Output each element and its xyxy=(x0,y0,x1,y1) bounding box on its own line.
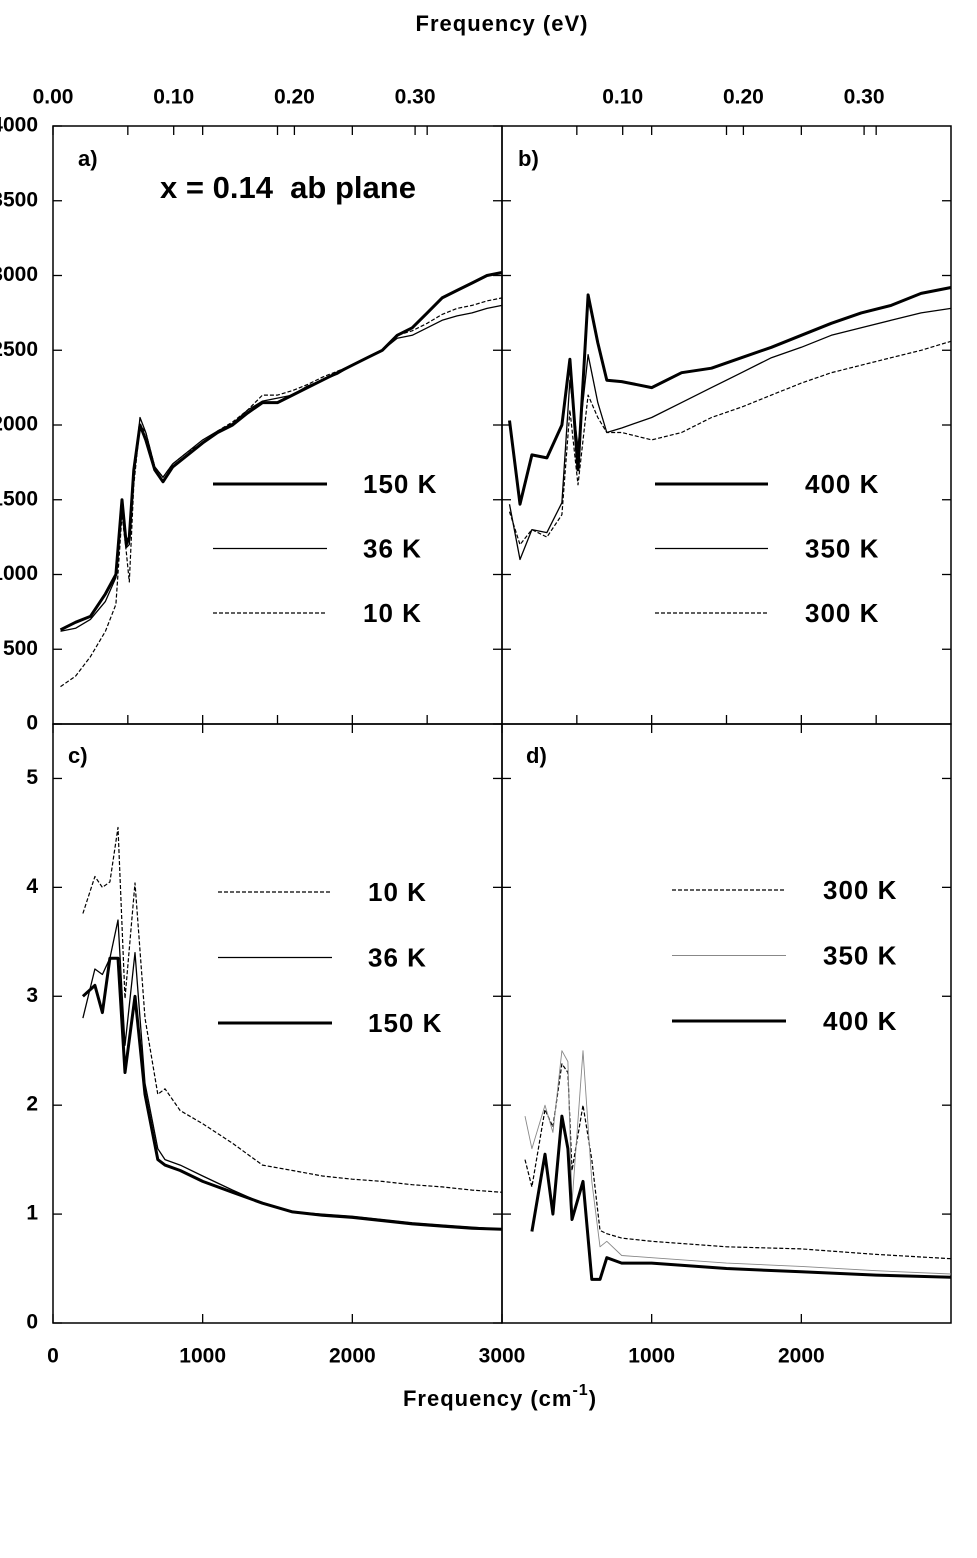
y-tick-label: 5 xyxy=(26,766,38,789)
y-tick-label: 1000 xyxy=(0,562,38,585)
panel-frame xyxy=(501,723,952,1324)
x-tick-label: 2000 xyxy=(778,1345,825,1368)
x2-tick-label: 0.20 xyxy=(723,86,764,109)
y-tick-label: 2000 xyxy=(0,413,38,436)
x-tick-label: 0 xyxy=(47,1345,59,1368)
y-tick-label: 4000 xyxy=(0,114,38,137)
y-tick-label: 4 xyxy=(26,875,38,898)
x-tick-label: 1000 xyxy=(179,1345,226,1368)
legend-label: 10 K xyxy=(368,877,427,907)
y-tick-label: 0 xyxy=(26,1311,38,1334)
legend-label: 300 K xyxy=(823,875,897,905)
data-line xyxy=(81,956,503,1231)
legend-label: 400 K xyxy=(823,1006,897,1036)
axis-title-sup: -1 xyxy=(572,1382,588,1399)
x-tick-label: 3000 xyxy=(479,1345,526,1368)
data-line xyxy=(82,919,503,1230)
y-tick-label: 3 xyxy=(26,984,38,1007)
legend-label: 400 K xyxy=(805,469,879,499)
data-line xyxy=(508,340,952,546)
data-line xyxy=(508,307,952,561)
y-tick-label: 3000 xyxy=(0,263,38,286)
legend-label: 36 K xyxy=(368,942,427,972)
x2-tick-label: 0.20 xyxy=(274,86,315,109)
legend-label: 300 K xyxy=(805,598,879,628)
axis-title-close: ) xyxy=(589,1386,597,1411)
y-tick-label: 2 xyxy=(26,1093,38,1116)
panel-label: a) xyxy=(78,146,98,171)
legend-label: 350 K xyxy=(823,940,897,970)
panel-label: c) xyxy=(68,743,88,768)
data-line xyxy=(530,1114,952,1281)
data-line xyxy=(59,271,503,632)
top-axis-title: Frequency (eV) xyxy=(416,11,589,36)
x2-tick-label: 0.30 xyxy=(844,86,885,109)
y-tick-label: 2500 xyxy=(0,338,38,361)
legend-label: 36 K xyxy=(363,533,422,563)
data-line xyxy=(60,297,503,688)
panel-label: b) xyxy=(518,146,539,171)
legend-label: 10 K xyxy=(363,598,422,628)
bottom-axis-title: Frequency (cm-1) xyxy=(403,1382,597,1411)
annotation: x = 0.14 ab plane xyxy=(160,170,416,205)
x-tick-label: 2000 xyxy=(329,1345,376,1368)
x2-tick-label: 0.10 xyxy=(602,86,643,109)
y-tick-label: 0 xyxy=(26,712,38,735)
x-tick-label: 1000 xyxy=(628,1345,675,1368)
data-line xyxy=(524,1050,952,1275)
axis-title-text: Frequency (cm xyxy=(403,1386,573,1411)
y-tick-label: 1500 xyxy=(0,487,38,510)
y-tick-label: 500 xyxy=(3,637,38,660)
panel-frame xyxy=(52,125,503,725)
legend-label: 350 K xyxy=(805,533,879,563)
x2-tick-label: 0.10 xyxy=(153,86,194,109)
legend-label: 150 K xyxy=(368,1008,442,1038)
data-line xyxy=(524,1063,952,1260)
x2-tick-label: 0.00 xyxy=(33,86,74,109)
panel-label: d) xyxy=(526,743,547,768)
x2-tick-label: 0.30 xyxy=(395,86,436,109)
data-line xyxy=(508,286,952,506)
y-tick-label: 1 xyxy=(26,1202,38,1225)
y-tick-label: 3500 xyxy=(0,188,38,211)
legend-label: 150 K xyxy=(363,469,437,499)
